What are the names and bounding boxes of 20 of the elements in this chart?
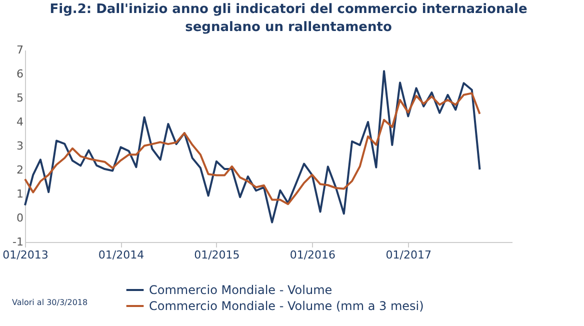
line-series	[24, 92, 481, 206]
y-tick-label: 0	[16, 212, 24, 224]
x-tick-label: 01/2016	[290, 248, 336, 262]
y-tick-label: 1	[16, 188, 24, 200]
legend-label: Commercio Mondiale - Volume	[149, 283, 332, 297]
x-tick-label: 01/2014	[98, 248, 144, 262]
y-tick-label: 7	[16, 44, 24, 56]
y-tick-label: 6	[16, 68, 24, 80]
y-tick-label: 4	[16, 116, 24, 128]
y-tick-label: 2	[16, 164, 24, 176]
y-tick-label: 3	[16, 140, 24, 152]
y-tick-label: 5	[16, 92, 24, 104]
x-tick-label: 01/2015	[194, 248, 240, 262]
line-series	[24, 70, 481, 224]
x-tick-label: 01/2017	[386, 248, 432, 262]
y-tick-label: -1	[12, 236, 24, 248]
x-tick-label: 01/2013	[2, 248, 48, 262]
text: Valori al 30/3/2018	[12, 298, 88, 307]
legend-label: Commercio Mondiale - Volume (mm a 3 mesi)	[149, 299, 424, 313]
chart-title: Fig.2: Dall'inizio anno gli indicatori del commercio internazionale segnalano un rallentamento	[50, 2, 528, 35]
